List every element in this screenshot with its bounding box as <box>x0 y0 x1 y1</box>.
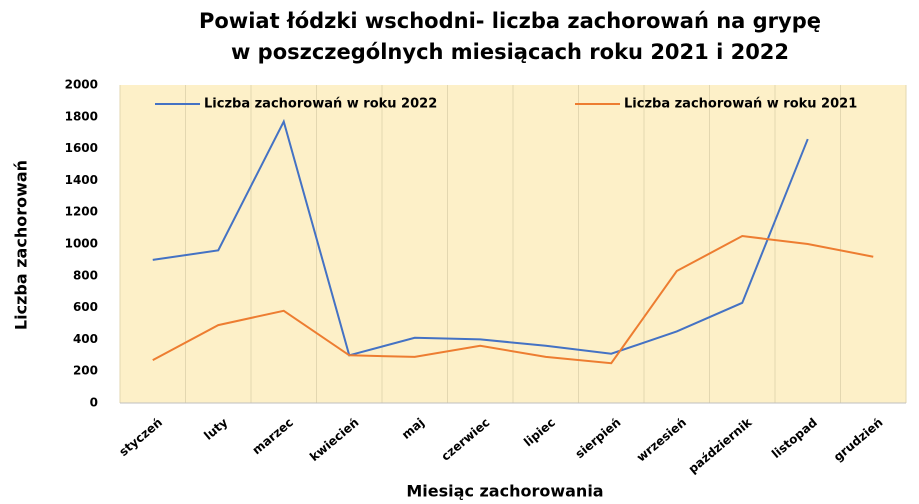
y-tick-label: 0 <box>90 396 98 410</box>
y-tick-label: 800 <box>73 268 98 282</box>
y-tick-label: 600 <box>73 300 98 314</box>
y-tick-label: 1000 <box>65 237 98 251</box>
y-tick-label: 200 <box>73 364 98 378</box>
x-tick-label: grudzień <box>831 415 886 464</box>
x-tick-label: lipiec <box>521 415 558 449</box>
x-tick-label: październik <box>686 415 756 477</box>
x-tick-label: listopad <box>769 415 820 461</box>
x-tick-label: czerwiec <box>439 415 493 463</box>
y-tick-label: 1400 <box>65 173 98 187</box>
y-tick-label: 1200 <box>65 205 98 219</box>
y-tick-label: 1600 <box>65 141 98 155</box>
legend-label: Liczba zachorowań w roku 2022 <box>204 97 437 112</box>
y-tick-label: 1800 <box>65 109 98 123</box>
x-tick-label: sierpień <box>573 415 624 461</box>
line-series <box>152 235 874 365</box>
x-tick-label: wrzesień <box>634 415 689 464</box>
y-tick-label: 2000 <box>65 78 98 92</box>
x-tick-label: styczeń <box>116 415 164 459</box>
chart-title: Powiat łódzki wschodni- liczba zachorowa… <box>199 9 821 33</box>
y-axis-label: Liczba zachorowań <box>12 160 31 330</box>
x-tick-label: luty <box>201 415 230 443</box>
x-tick-label: maj <box>399 415 427 442</box>
x-tick-label: marzec <box>250 415 296 457</box>
line-series <box>152 118 809 357</box>
x-axis-label: Miesiąc zachorowania <box>406 482 603 501</box>
legend-label: Liczba zachorowań w roku 2021 <box>624 97 857 112</box>
chart-title: w poszczególnych miesiącach roku 2021 i … <box>231 40 789 64</box>
y-tick-label: 400 <box>73 332 98 346</box>
x-tick-label: kwiecień <box>307 415 361 464</box>
